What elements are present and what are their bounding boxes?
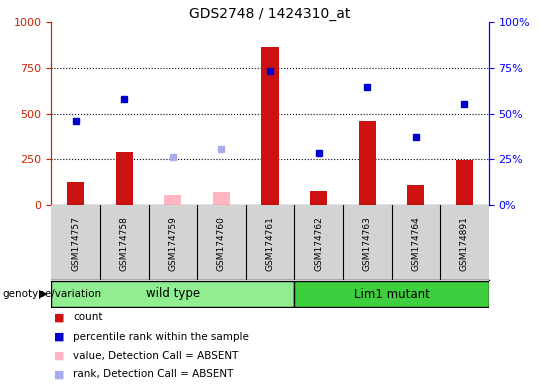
Text: value, Detection Call = ABSENT: value, Detection Call = ABSENT — [73, 351, 238, 361]
Text: GSM174761: GSM174761 — [266, 216, 274, 271]
Text: Lim1 mutant: Lim1 mutant — [354, 288, 429, 301]
Text: ■: ■ — [54, 351, 64, 361]
Text: percentile rank within the sample: percentile rank within the sample — [73, 331, 249, 341]
Bar — [164, 195, 181, 205]
Text: count: count — [73, 313, 103, 323]
Text: GSM174762: GSM174762 — [314, 216, 323, 271]
Text: rank, Detection Call = ABSENT: rank, Detection Call = ABSENT — [73, 369, 233, 379]
Bar — [310, 191, 327, 205]
Bar — [359, 121, 376, 205]
Text: GSM174757: GSM174757 — [71, 216, 80, 271]
Text: GSM174764: GSM174764 — [411, 216, 420, 271]
Bar — [116, 152, 133, 205]
Bar — [261, 47, 279, 205]
Text: genotype/variation: genotype/variation — [3, 289, 102, 299]
Text: GSM174759: GSM174759 — [168, 216, 177, 271]
Bar — [456, 160, 473, 205]
Text: ■: ■ — [54, 369, 64, 379]
Text: GSM174891: GSM174891 — [460, 216, 469, 271]
Bar — [407, 185, 424, 205]
Text: GSM174760: GSM174760 — [217, 216, 226, 271]
Text: GSM174758: GSM174758 — [120, 216, 129, 271]
Text: GSM174763: GSM174763 — [363, 216, 372, 271]
Bar — [67, 182, 84, 205]
FancyBboxPatch shape — [294, 281, 489, 306]
Title: GDS2748 / 1424310_at: GDS2748 / 1424310_at — [190, 7, 350, 21]
Text: ■: ■ — [54, 313, 64, 323]
Text: ▶: ▶ — [39, 289, 48, 299]
Text: wild type: wild type — [146, 288, 200, 301]
Text: ■: ■ — [54, 331, 64, 341]
FancyBboxPatch shape — [51, 281, 294, 306]
Bar — [213, 192, 230, 205]
